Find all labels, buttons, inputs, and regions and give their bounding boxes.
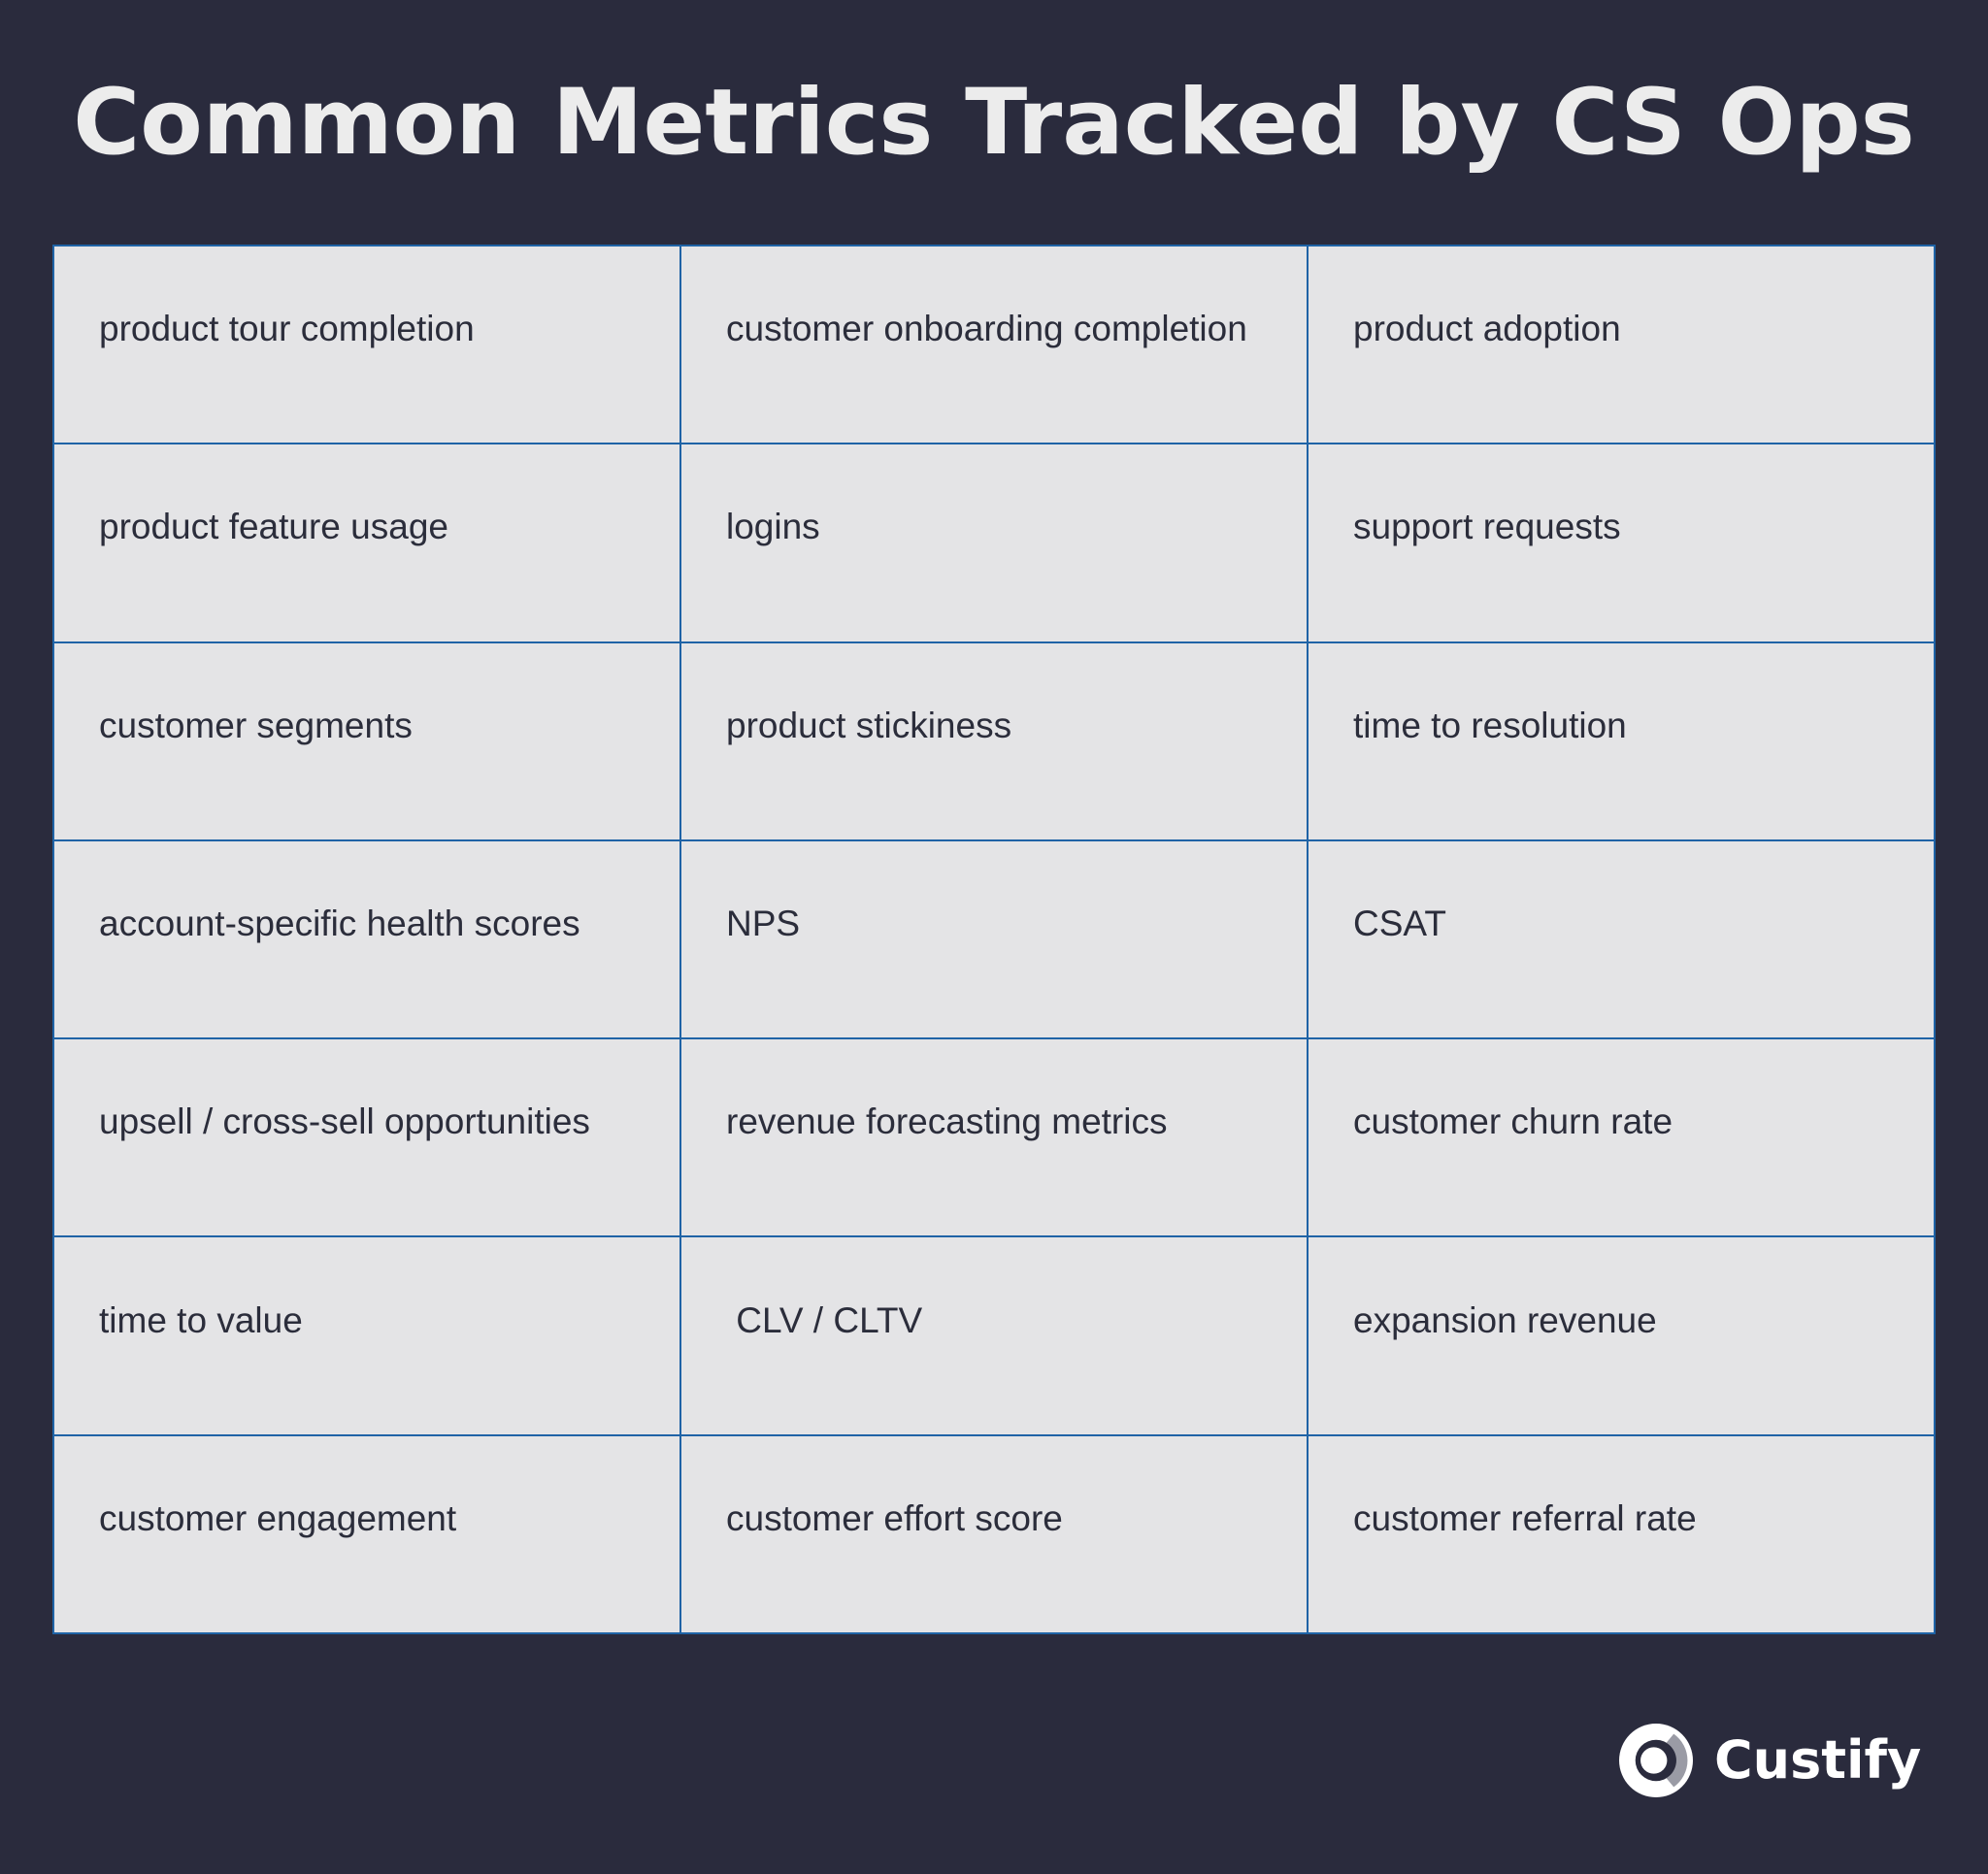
table-row: customer segments product stickiness tim… [52, 641, 1936, 841]
cell-text: customer segments [99, 705, 413, 745]
table-cell: support requests [1307, 443, 1936, 643]
table-cell: product feature usage [52, 443, 681, 643]
table-cell: customer segments [52, 641, 681, 841]
table-cell: NPS [679, 838, 1309, 1040]
table-cell: time to value [52, 1235, 681, 1436]
table-cell: customer onboarding completion [679, 244, 1309, 445]
cell-text: logins [726, 507, 820, 547]
cell-text: customer engagement [99, 1497, 457, 1538]
table-cell: product stickiness [679, 641, 1309, 841]
table-row: time to value CLV / CLTV expansion reven… [52, 1235, 1936, 1436]
table-cell: time to resolution [1307, 641, 1936, 841]
table-row: product feature usage logins support req… [52, 443, 1936, 643]
table-cell: customer effort score [679, 1433, 1309, 1635]
table-row: account-specific health scores NPS CSAT [52, 838, 1936, 1040]
table-row: customer engagement customer effort scor… [52, 1433, 1936, 1635]
cell-text: NPS [726, 903, 801, 943]
custify-logo-icon [1619, 1724, 1693, 1797]
page-title: Common Metrics Tracked by CS Ops [73, 70, 1915, 176]
cell-text: time to resolution [1353, 705, 1627, 745]
brand-name: Custify [1714, 1729, 1922, 1791]
metrics-table: product tour completion customer onboard… [52, 244, 1936, 1635]
cell-text: customer referral rate [1353, 1497, 1697, 1538]
brand-logo: Custify [1619, 1724, 1921, 1797]
cell-text: CLV / CLTV [726, 1299, 923, 1340]
cell-text: support requests [1353, 507, 1621, 547]
table-cell: customer engagement [52, 1433, 681, 1635]
table-cell: CSAT [1307, 838, 1936, 1040]
cell-text: expansion revenue [1353, 1299, 1657, 1340]
table-cell: product adoption [1307, 244, 1936, 445]
cell-text: time to value [99, 1299, 303, 1340]
cell-text: revenue forecasting metrics [726, 1101, 1168, 1142]
cell-text: product adoption [1353, 309, 1621, 349]
table-cell: customer referral rate [1307, 1433, 1936, 1635]
cell-text: CSAT [1353, 903, 1446, 943]
cell-text: product tour completion [99, 309, 475, 349]
table-cell: customer churn rate [1307, 1037, 1936, 1238]
table-cell: account-specific health scores [52, 838, 681, 1040]
cell-text: upsell / cross-sell opportunities [99, 1101, 590, 1142]
table-cell: CLV / CLTV [679, 1235, 1309, 1436]
cell-text: product stickiness [726, 705, 1012, 745]
table-cell: product tour completion [52, 244, 681, 445]
cell-text: customer effort score [726, 1497, 1063, 1538]
cell-text: product feature usage [99, 507, 448, 547]
cell-text: customer churn rate [1353, 1101, 1673, 1142]
table-cell: upsell / cross-sell opportunities [52, 1037, 681, 1238]
table-cell: revenue forecasting metrics [679, 1037, 1309, 1238]
table-row: upsell / cross-sell opportunities revenu… [52, 1037, 1936, 1238]
cell-text: customer onboarding completion [726, 309, 1247, 349]
table-row: product tour completion customer onboard… [52, 244, 1936, 445]
table-cell: expansion revenue [1307, 1235, 1936, 1436]
cell-text: account-specific health scores [99, 903, 580, 943]
table-cell: logins [679, 443, 1309, 643]
